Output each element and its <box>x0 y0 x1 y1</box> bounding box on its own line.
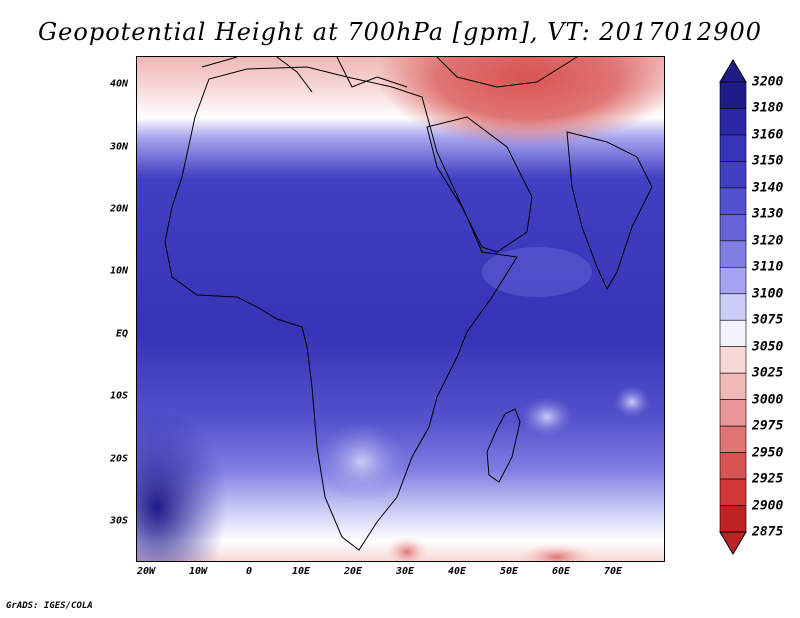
colorbar-level-label: 2950 <box>752 445 784 461</box>
arabia-outline <box>426 116 533 253</box>
lon-label-40e: 40E <box>447 566 467 577</box>
colorbar-swatch <box>719 161 747 189</box>
colorbar-swatch <box>719 108 747 136</box>
colorbar-swatches <box>719 59 747 555</box>
colorbar-level-label: 3130 <box>752 206 784 222</box>
lon-label-50e: 50E <box>499 566 519 577</box>
lon-label-10e: 10E <box>291 566 311 577</box>
colorbar <box>719 59 747 555</box>
lat-label-20n: 20N <box>109 203 128 215</box>
height-field <box>137 57 664 561</box>
europe-outline <box>201 57 578 93</box>
africa-outline <box>164 66 518 551</box>
colorbar-level-label: 3150 <box>752 153 784 169</box>
india-outline <box>566 131 653 291</box>
colorbar-top-arrow <box>719 59 747 83</box>
colorbar-level-label: 3140 <box>752 180 784 196</box>
colorbar-level-label: 3120 <box>752 233 784 249</box>
lat-label-10s: 10S <box>109 390 128 402</box>
colorbar-swatch <box>719 214 747 242</box>
colorbar-level-label: 3110 <box>752 259 784 275</box>
lon-label-30e: 30E <box>395 566 415 577</box>
lat-label-20s: 20S <box>109 453 128 465</box>
colorbar-swatch <box>719 293 747 321</box>
lat-label-40n: 40N <box>109 78 128 90</box>
colorbar-level-label: 2925 <box>752 471 784 487</box>
colorbar-swatch <box>719 240 747 268</box>
colorbar-level-label: 3025 <box>752 365 784 381</box>
colorbar-swatch <box>719 266 747 295</box>
lon-label-20e: 20E <box>343 566 363 577</box>
colorbar-level-label: 3100 <box>752 286 784 302</box>
colorbar-swatch <box>719 81 747 109</box>
lat-label-eq: EQ <box>115 328 128 340</box>
colorbar-level-label: 3000 <box>752 392 784 408</box>
colorbar-swatch <box>719 372 747 400</box>
madagascar-outline <box>486 408 521 483</box>
colorbar-swatch <box>719 187 747 215</box>
colorbar-level-label: 3050 <box>752 339 784 355</box>
colorbar-level-label: 3075 <box>752 312 784 328</box>
colorbar-swatch <box>719 319 747 348</box>
colorbar-swatch <box>719 478 747 506</box>
lat-label-30n: 30N <box>109 141 128 153</box>
chart-title: Geopotential Height at 700hPa [gpm], VT:… <box>38 18 762 46</box>
lon-label-60e: 60E <box>551 566 571 577</box>
colorbar-swatch <box>719 346 747 374</box>
colorbar-bottom-arrow <box>719 531 747 555</box>
lon-label-0: 0 <box>245 566 253 577</box>
colorbar-swatch <box>719 134 747 162</box>
lon-label-20w: 20W <box>136 566 156 577</box>
colorbar-level-label: 3160 <box>752 127 784 143</box>
colorbar-level-label: 2900 <box>752 498 784 514</box>
colorbar-swatch <box>719 505 747 533</box>
colorbar-level-label: 3180 <box>752 100 784 116</box>
colorbar-level-label: 3200 <box>752 74 784 90</box>
lon-label-10w: 10W <box>188 566 208 577</box>
lat-label-10n: 10N <box>109 265 128 277</box>
lon-label-70e: 70E <box>603 566 623 577</box>
colorbar-level-label: 2975 <box>752 418 784 434</box>
colorbar-level-label: 2875 <box>752 524 784 540</box>
map-panel <box>136 56 665 562</box>
grads-credit: GrADS: IGES/COLA <box>6 601 93 611</box>
colorbar-swatch <box>719 399 747 427</box>
colorbar-swatch <box>719 452 747 480</box>
colorbar-swatch <box>719 425 747 453</box>
lat-label-30s: 30S <box>109 515 128 527</box>
